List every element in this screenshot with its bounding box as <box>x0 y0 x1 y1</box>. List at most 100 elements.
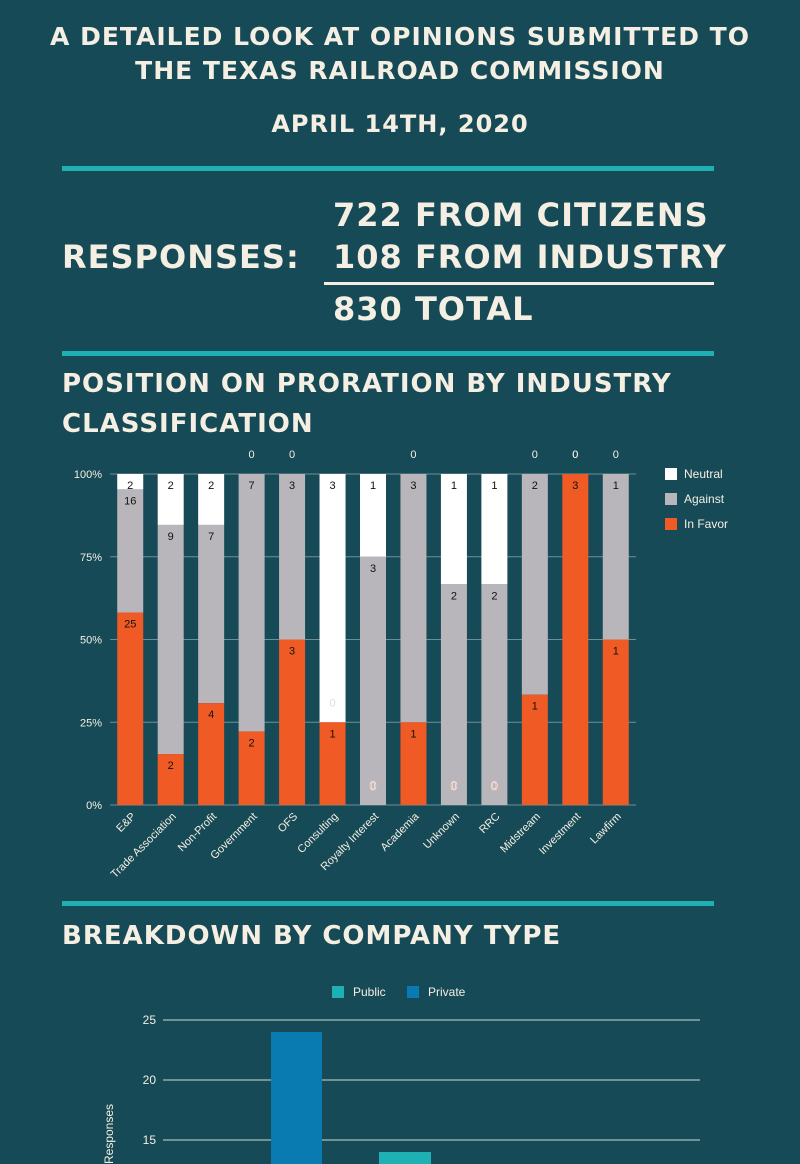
bar-in-favor-trade-association <box>157 754 184 805</box>
responses-industry: 108 FROM INDUSTRY <box>333 238 727 276</box>
bar-private <box>271 1032 322 1164</box>
legend-swatch-private <box>407 986 419 998</box>
data-label-neutral: 0 <box>410 449 416 461</box>
data-label-in-favor: 0 <box>491 779 498 793</box>
legend-label-in-favor: In Favor <box>684 517 728 531</box>
bar-against-trade-association <box>157 524 184 755</box>
data-label-against: 3 <box>370 563 376 575</box>
bar-neutral-e-p <box>117 474 144 490</box>
y-tick-label: 75% <box>80 552 102 564</box>
bar-neutral-royalty-interest <box>360 474 386 557</box>
data-label-in-favor: 1 <box>532 701 538 713</box>
data-label-in-favor: 1 <box>329 728 335 740</box>
y-tick-label: 25 <box>143 1013 157 1027</box>
bar-in-favor-consulting <box>319 722 346 805</box>
divider-2 <box>62 351 714 356</box>
data-label-against: 0 <box>329 697 335 709</box>
data-label-against: 2 <box>532 480 538 492</box>
title-line-1: A DETAILED LOOK AT OPINIONS SUBMITTED TO <box>50 22 750 51</box>
bar-neutral-rrc <box>481 474 508 585</box>
y-tick-label: 100% <box>74 469 102 481</box>
bar-against-unknown <box>440 584 467 805</box>
data-label-neutral: 0 <box>572 449 578 461</box>
y-tick-label: 15 <box>143 1133 157 1147</box>
data-label-against: 7 <box>208 531 214 543</box>
divider-1 <box>62 166 714 171</box>
legend-label-public: Public <box>353 985 386 999</box>
x-tick-label: Academia <box>379 810 423 854</box>
data-label-against: 16 <box>124 495 136 507</box>
x-tick-label: Non-Profit <box>176 811 220 855</box>
legend-label-private: Private <box>428 985 466 999</box>
title-line-2: THE TEXAS RAILROAD COMMISSION <box>135 56 665 85</box>
data-label-neutral: 0 <box>613 449 619 461</box>
bar-against-royalty-interest <box>360 556 386 805</box>
x-tick-label: Unknown <box>421 811 462 852</box>
data-label-in-favor: 3 <box>289 646 295 658</box>
data-label-in-favor: 4 <box>208 709 214 721</box>
data-label-neutral: 3 <box>329 480 335 492</box>
data-label-against: 3 <box>410 480 416 492</box>
bar-public <box>379 1152 431 1164</box>
x-tick-label: RRC <box>477 811 502 836</box>
bar-in-favor-ofs <box>279 639 306 805</box>
data-label-neutral: 0 <box>532 449 538 461</box>
data-label-neutral: 1 <box>370 480 376 492</box>
legend-swatch-in-favor <box>665 518 677 530</box>
bar-against-academia <box>400 474 427 723</box>
data-label-against: 1 <box>613 480 619 492</box>
y-tick-label: 20 <box>143 1073 157 1087</box>
bar-against-midstream <box>521 474 548 695</box>
data-label-against: 2 <box>451 590 457 602</box>
bar-against-non-profit <box>198 524 225 704</box>
x-tick-label: E&P <box>114 811 138 835</box>
y-tick-label: 0% <box>86 800 102 812</box>
bar-against-ofs <box>279 474 306 640</box>
data-label-in-favor: 2 <box>249 737 255 749</box>
data-label-against: 2 <box>491 590 497 602</box>
data-label-in-favor: 2 <box>168 760 174 772</box>
bar-against-rrc <box>481 584 508 805</box>
y-axis-label: Responses <box>102 1104 116 1164</box>
legend-label-against: Against <box>684 492 725 506</box>
bar-neutral-non-profit <box>198 474 225 525</box>
data-label-neutral: 2 <box>127 480 133 492</box>
bar-in-favor-e-p <box>117 612 144 805</box>
data-label-against: 0 <box>572 449 578 461</box>
bar-neutral-consulting <box>319 474 346 723</box>
bar-in-favor-academia <box>400 722 427 805</box>
data-label-neutral: 1 <box>451 480 457 492</box>
x-tick-label: Lawfirm <box>588 811 624 847</box>
legend-label-neutral: Neutral <box>684 467 723 481</box>
responses-label: RESPONSES: <box>62 238 300 276</box>
bar-in-favor-non-profit <box>198 703 225 805</box>
company-type-bar-chart: 15 20 25 Responses Public Private <box>102 985 700 1164</box>
section-title-company-type: BREAKDOWN BY COMPANY TYPE <box>62 921 562 951</box>
data-label-in-favor: 0 <box>370 779 377 793</box>
bar-against-e-p <box>117 489 144 613</box>
bar-in-favor-lawfirm <box>602 639 629 805</box>
section-title-proration: POSITION ON PRORATION BY INDUSTRY CLASSI… <box>62 369 672 439</box>
bar-in-favor-government <box>238 731 265 805</box>
legend-swatch-against <box>665 493 677 505</box>
data-label-against: 9 <box>168 531 174 543</box>
data-label-neutral: 2 <box>208 480 214 492</box>
x-tick-label: Investment <box>537 811 584 858</box>
legend-swatch-public <box>332 986 344 998</box>
y-tick-label: 50% <box>80 635 102 647</box>
legend-swatch-neutral <box>665 468 677 480</box>
bar-neutral-trade-association <box>157 474 184 525</box>
bar-in-favor-investment <box>562 474 589 805</box>
y-tick-label: 25% <box>80 717 102 729</box>
page-title: A DETAILED LOOK AT OPINIONS SUBMITTED TO… <box>0 20 800 88</box>
data-label-against: 7 <box>249 480 255 492</box>
data-label-in-favor: 25 <box>124 619 136 631</box>
x-tick-label: OFS <box>276 811 300 835</box>
data-label-neutral: 0 <box>249 449 255 461</box>
responses-citizens: 722 FROM CITIZENS <box>333 196 709 234</box>
data-label-in-favor: 3 <box>572 480 578 492</box>
data-label-in-favor: 1 <box>410 728 416 740</box>
bar-against-government <box>238 474 265 732</box>
data-label-against: 3 <box>289 480 295 492</box>
bar-neutral-unknown <box>440 474 467 585</box>
